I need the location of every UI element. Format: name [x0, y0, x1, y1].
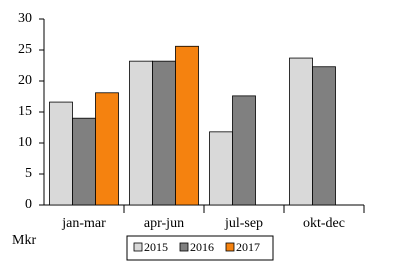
- y-tick-label: 20: [18, 73, 32, 88]
- bar: [289, 57, 313, 206]
- bar: [49, 101, 73, 206]
- legend-label: 2016: [190, 240, 214, 254]
- y-tick-label: 10: [18, 135, 32, 150]
- x-tick-label: jul-sep: [224, 216, 263, 231]
- y-tick-label: 30: [18, 11, 32, 26]
- bar: [129, 60, 153, 206]
- legend-box: [126, 235, 274, 261]
- x-tick-label: jan-mar: [61, 216, 106, 231]
- legend-label: 2015: [144, 240, 168, 254]
- legend-swatch: [133, 242, 143, 252]
- y-tick-label: 15: [18, 104, 32, 119]
- bar: [209, 131, 233, 206]
- bar: [175, 45, 199, 206]
- y-unit-label: Mkr: [12, 233, 36, 248]
- bar: [95, 92, 119, 206]
- x-tick-label: apr-jun: [144, 216, 184, 231]
- legend-swatch: [225, 242, 235, 252]
- y-tick-label: 5: [25, 166, 32, 181]
- y-tick-label: 0: [25, 197, 32, 212]
- y-tick-label: 25: [18, 42, 32, 57]
- bar: [152, 60, 176, 206]
- bar: [312, 66, 336, 206]
- legend-swatch: [179, 242, 189, 252]
- bar: [232, 95, 256, 206]
- bar: [72, 117, 96, 206]
- x-tick-label: okt-dec: [303, 216, 345, 231]
- legend-label: 2017: [236, 240, 260, 254]
